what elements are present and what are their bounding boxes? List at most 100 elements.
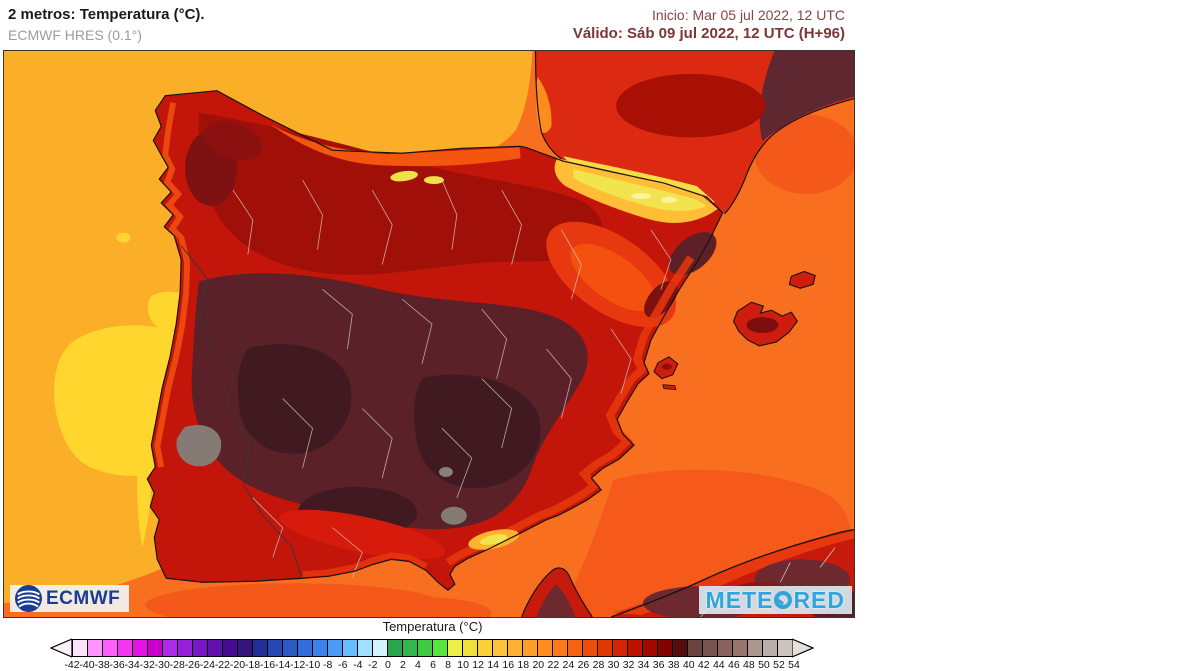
colorbar-cell: [763, 640, 778, 656]
colorbar-cell: [673, 640, 688, 656]
ecmwf-logo-text: ECMWF: [46, 587, 121, 609]
colorbar-tick: 14: [487, 659, 499, 671]
colorbar-tick: -36: [109, 659, 125, 671]
colorbar-cell: [208, 640, 223, 656]
colorbar-tick: 38: [667, 659, 680, 671]
meteored-logo-text-pre: METE: [705, 586, 774, 613]
colorbar-cell: [298, 640, 313, 656]
colorbar-tick: 50: [758, 659, 770, 671]
colorbar-tick: -6: [338, 659, 348, 671]
colorbar-cell: [193, 640, 208, 656]
colorbar-title: Temperatura (°C): [382, 619, 483, 634]
colorbar-cell: [133, 640, 148, 656]
colorbar-tick: 0: [384, 659, 391, 671]
colorbar-cell: [433, 640, 448, 656]
colorbar-tick: 4: [415, 659, 421, 671]
colorbar-cell: [313, 640, 328, 656]
colorbar-tick: 12: [472, 659, 484, 671]
model-label: ECMWF HRES (0.1°): [8, 27, 142, 43]
colorbar-cell: [703, 640, 718, 656]
colorbar-cell: [478, 640, 493, 656]
ecmwf-logo-icon: [15, 585, 42, 612]
colorbar-tick: 18: [517, 659, 530, 671]
colorbar-cell: [568, 640, 583, 656]
colorbar-cell: [268, 640, 283, 656]
colorbar-cell: [118, 640, 133, 656]
colorbar-tick: 16: [502, 659, 515, 671]
colorbar-cell: [403, 640, 418, 656]
colorbar-tick: 48: [743, 659, 755, 671]
colorbar-tick: 28: [592, 659, 605, 671]
colorbar-cell: [613, 640, 628, 656]
colorbar-tick: 40: [682, 659, 695, 671]
colorbar-cell: [718, 640, 733, 656]
colorbar-cell: [523, 640, 538, 656]
colorbar-cell: [658, 640, 673, 656]
colorbar-tick: -16: [259, 659, 276, 671]
temperature-map: ECMWF METE RED: [3, 50, 855, 618]
colorbar-cell: [283, 640, 298, 656]
colorbar-tick: 46: [727, 659, 740, 671]
colorbar-tick: -24: [199, 659, 215, 671]
colorbar-tick: -20: [229, 659, 246, 671]
colorbar-cell: [643, 640, 658, 656]
colorbar-cell: [493, 640, 508, 656]
colorbar-tick: -32: [139, 659, 155, 671]
colorbar-tick: -10: [305, 659, 321, 671]
colorbar-tick: 20: [532, 659, 545, 671]
colorbar-tick: -34: [124, 659, 140, 671]
colorbar-tick: 44: [712, 659, 725, 671]
colorbar-tick: 22: [547, 659, 560, 671]
colorbar-tick: -4: [353, 659, 363, 671]
colorbar-cell: [103, 640, 118, 656]
colorbar-cell: [178, 640, 193, 656]
colorbar-tick: 6: [430, 659, 436, 671]
colorbar-arrow-right: [792, 638, 814, 658]
colorbar-cell: [373, 640, 388, 656]
colorbar-tick: 36: [652, 659, 665, 671]
colorbar-tick: -30: [154, 659, 170, 671]
colorbar-cell: [748, 640, 763, 656]
map-title: 2 metros: Temperatura (°C).: [8, 6, 205, 23]
colorbar-cell: [148, 640, 163, 656]
colorbar-tick: -28: [169, 659, 185, 671]
colorbar-tick: 52: [773, 659, 785, 671]
colorbar-cell: [418, 640, 433, 656]
colorbar-cell: [358, 640, 373, 656]
colorbar-tick: 10: [457, 659, 469, 671]
colorbar-tick: -26: [184, 659, 200, 671]
colorbar-cell: [553, 640, 568, 656]
colorbar-cell: [583, 640, 598, 656]
colorbar-cell: [163, 640, 178, 656]
colorbar-tick: -40: [79, 659, 95, 671]
colorbar-tick: 32: [622, 659, 635, 671]
colorbar-cell: [448, 640, 463, 656]
colorbar-tick: -12: [290, 659, 306, 671]
colorbar-cell: [88, 640, 103, 656]
colorbar-cell: [463, 640, 478, 656]
colorbar: [72, 639, 793, 657]
meteored-logo: METE RED: [698, 586, 852, 614]
colorbar-cell: [688, 640, 703, 656]
colorbar-tick: -8: [323, 659, 333, 671]
colorbar-tick: 42: [697, 659, 710, 671]
colorbar-cell: [778, 640, 792, 656]
colorbar-cell: [388, 640, 403, 656]
colorbar-tick: 26: [577, 659, 590, 671]
colorbar-cell: [508, 640, 523, 656]
colorbar-cell: [538, 640, 553, 656]
ecmwf-logo: ECMWF: [10, 585, 130, 612]
colorbar-cell: [253, 640, 268, 656]
colorbar-tick: -18: [244, 659, 261, 671]
colorbar-cell: [73, 640, 88, 656]
meteored-logo-text-post: RED: [793, 586, 845, 613]
temperature-map-canvas: [4, 51, 854, 617]
meteored-o-icon: [774, 591, 793, 609]
valid-time-label: Válido: Sáb 09 jul 2022, 12 UTC (H+96): [572, 25, 845, 42]
colorbar-ticks: -42 -40 -38 -36 -34 -32 -30 -28 -26 -24 -22 -20 -18-…: [64, 659, 799, 671]
colorbar-tick: -42: [64, 659, 80, 671]
colorbar-tick: -38: [94, 659, 110, 671]
colorbar-tick: 54: [788, 659, 800, 671]
colorbar-tick: 34: [637, 659, 650, 671]
